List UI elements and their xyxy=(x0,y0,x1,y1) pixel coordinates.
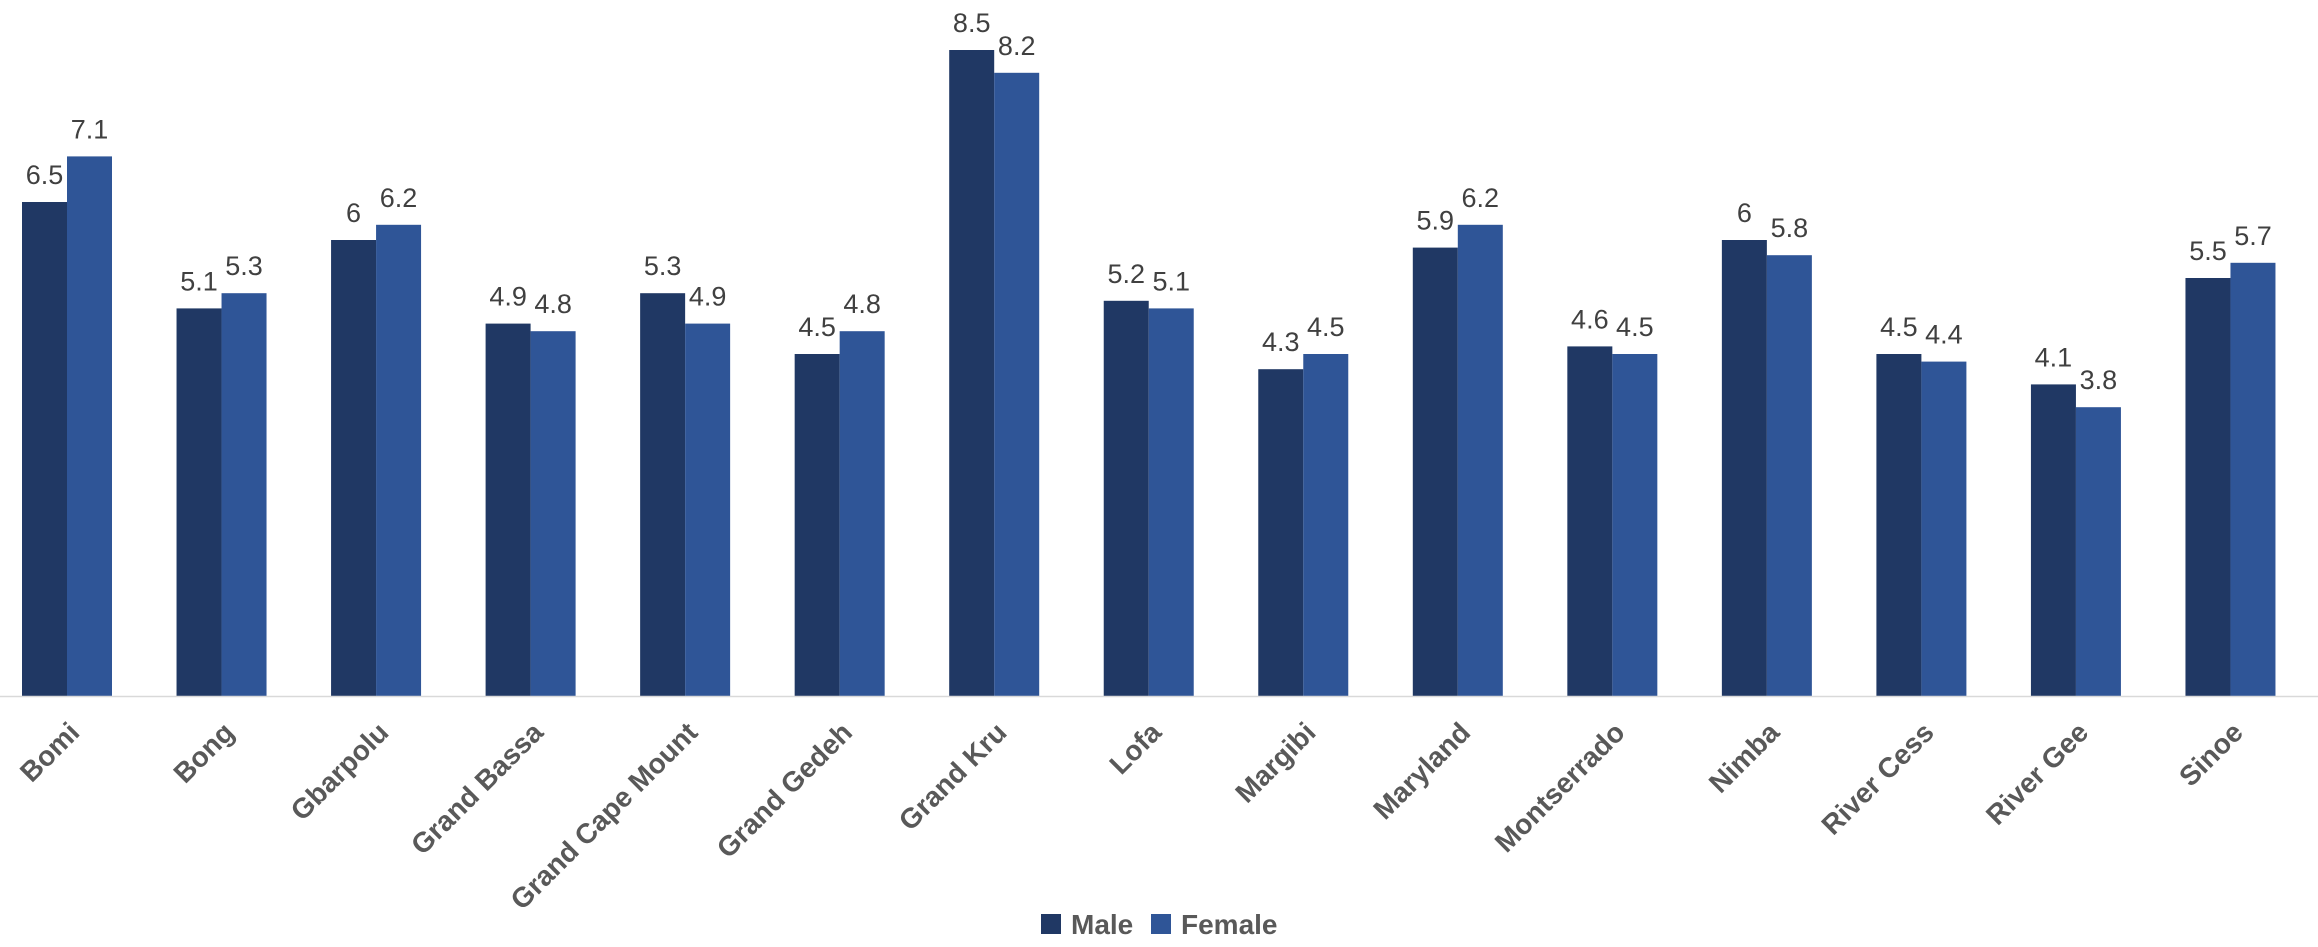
tick-label-bong: Bong xyxy=(167,716,240,789)
bar-male-grand-kru xyxy=(949,50,995,696)
data-label-male-grand-gedeh: 4.5 xyxy=(798,312,836,342)
bar-male-grand-bassa xyxy=(485,323,531,696)
bar-male-grand-gedeh xyxy=(794,354,840,696)
data-label-female-bong: 5.3 xyxy=(225,251,263,281)
bar-male-sinoe xyxy=(2185,278,2231,696)
data-label-female-grand-bassa: 4.8 xyxy=(534,289,572,319)
tick-label-gbarpolu: Gbarpolu xyxy=(285,716,395,826)
legend-item-female: Female xyxy=(1151,909,1278,940)
data-label-female-gbarpolu: 6.2 xyxy=(380,183,418,213)
data-label-female-grand-kru: 8.2 xyxy=(998,31,1036,61)
data-label-male-grand-kru: 8.5 xyxy=(953,8,991,38)
bar-female-grand-cape-mount xyxy=(685,323,731,696)
data-label-female-maryland: 6.2 xyxy=(1462,183,1500,213)
data-label-female-margibi: 4.5 xyxy=(1307,312,1345,342)
bar-female-lofa xyxy=(1148,308,1194,696)
data-label-male-margibi: 4.3 xyxy=(1262,327,1300,357)
bar-female-gbarpolu xyxy=(376,224,422,697)
tick-label-river-gee: River Gee xyxy=(1980,716,2094,830)
data-label-male-bomi: 6.5 xyxy=(26,160,64,190)
data-label-male-river-gee: 4.1 xyxy=(2035,342,2073,372)
data-label-male-maryland: 5.9 xyxy=(1417,206,1455,236)
legend-label-male: Male xyxy=(1071,909,1133,940)
value-labels-layer: 6.57.15.15.366.24.9 4.85.34.94.54.88.58.2… xyxy=(26,8,2272,395)
bar-male-river-cess xyxy=(1876,354,1922,696)
data-label-male-river-cess: 4.5 xyxy=(1880,312,1918,342)
data-label-male-nimba: 6 xyxy=(1737,198,1752,228)
bar-female-bong xyxy=(221,293,267,696)
tick-label-bomi: Bomi xyxy=(14,716,85,787)
data-label-male-bong: 5.1 xyxy=(180,266,218,296)
tick-label-grand-gedeh: Grand Gedeh xyxy=(711,716,858,863)
data-label-female-sinoe: 5.7 xyxy=(2234,221,2272,251)
bar-female-montserrado xyxy=(1612,354,1658,696)
data-label-male-gbarpolu: 6 xyxy=(346,198,361,228)
bar-female-maryland xyxy=(1457,224,1503,697)
bar-male-grand-cape-mount xyxy=(640,293,686,696)
bar-female-bomi xyxy=(67,156,112,696)
data-label-male-montserrado: 4.6 xyxy=(1571,304,1609,334)
tick-label-grand-kru: Grand Kru xyxy=(893,716,1013,836)
data-label-female-river-cess: 4.4 xyxy=(1925,320,1963,350)
data-label-female-montserrado: 4.5 xyxy=(1616,312,1654,342)
bar-male-gbarpolu xyxy=(331,240,377,696)
data-label-male-sinoe: 5.5 xyxy=(2189,236,2227,266)
data-label-female-lofa: 5.1 xyxy=(1152,266,1190,296)
legend-swatch-male xyxy=(1041,914,1061,934)
data-label-female-grand-cape-mount: 4.9 xyxy=(689,282,727,312)
legend-item-male: Male xyxy=(1041,909,1133,940)
data-label-male-grand-cape-mount: 5.3 xyxy=(644,251,682,281)
tick-label-margibi: Margibi xyxy=(1229,716,1321,808)
tick-label-nimba: Nimba xyxy=(1703,716,1786,799)
bar-male-river-gee xyxy=(2030,384,2076,696)
legend-label-female: Female xyxy=(1181,909,1278,940)
tick-label-montserrado: Montserrado xyxy=(1489,716,1631,858)
bar-male-maryland xyxy=(1412,247,1458,696)
bar-female-river-cess xyxy=(1921,361,1967,696)
bar-female-grand-gedeh xyxy=(839,331,885,696)
bar-male-margibi xyxy=(1258,369,1304,696)
tick-label-river-cess: River Cess xyxy=(1815,716,1939,840)
bar-male-montserrado xyxy=(1567,346,1613,696)
data-label-female-nimba: 5.8 xyxy=(1771,213,1809,243)
bar-male-bong xyxy=(176,308,222,696)
bar-male-bomi xyxy=(22,202,67,696)
data-label-female-bomi: 7.1 xyxy=(71,114,109,144)
legend: Male Female xyxy=(1041,909,1278,940)
data-label-male-lofa: 5.2 xyxy=(1107,259,1145,289)
tick-label-maryland: Maryland xyxy=(1367,716,1476,825)
data-label-female-river-gee: 3.8 xyxy=(2080,365,2118,395)
bar-male-lofa xyxy=(1103,300,1149,696)
bar-female-grand-bassa xyxy=(530,331,576,696)
bar-female-margibi xyxy=(1303,354,1349,696)
bar-female-sinoe xyxy=(2230,262,2276,696)
data-label-female-grand-gedeh: 4.8 xyxy=(843,289,881,319)
tick-label-grand-bassa: Grand Bassa xyxy=(405,716,549,860)
bar-male-nimba xyxy=(1721,240,1767,696)
tick-label-sinoe: Sinoe xyxy=(2173,716,2249,792)
legend-swatch-female xyxy=(1151,914,1171,934)
data-label-male-grand-bassa: 4.9 xyxy=(489,282,527,312)
tick-label-lofa: Lofa xyxy=(1103,716,1167,780)
bars-layer xyxy=(22,50,2276,697)
bar-female-nimba xyxy=(1766,255,1812,696)
bar-female-river-gee xyxy=(2075,407,2121,696)
bar-female-grand-kru xyxy=(994,72,1040,697)
